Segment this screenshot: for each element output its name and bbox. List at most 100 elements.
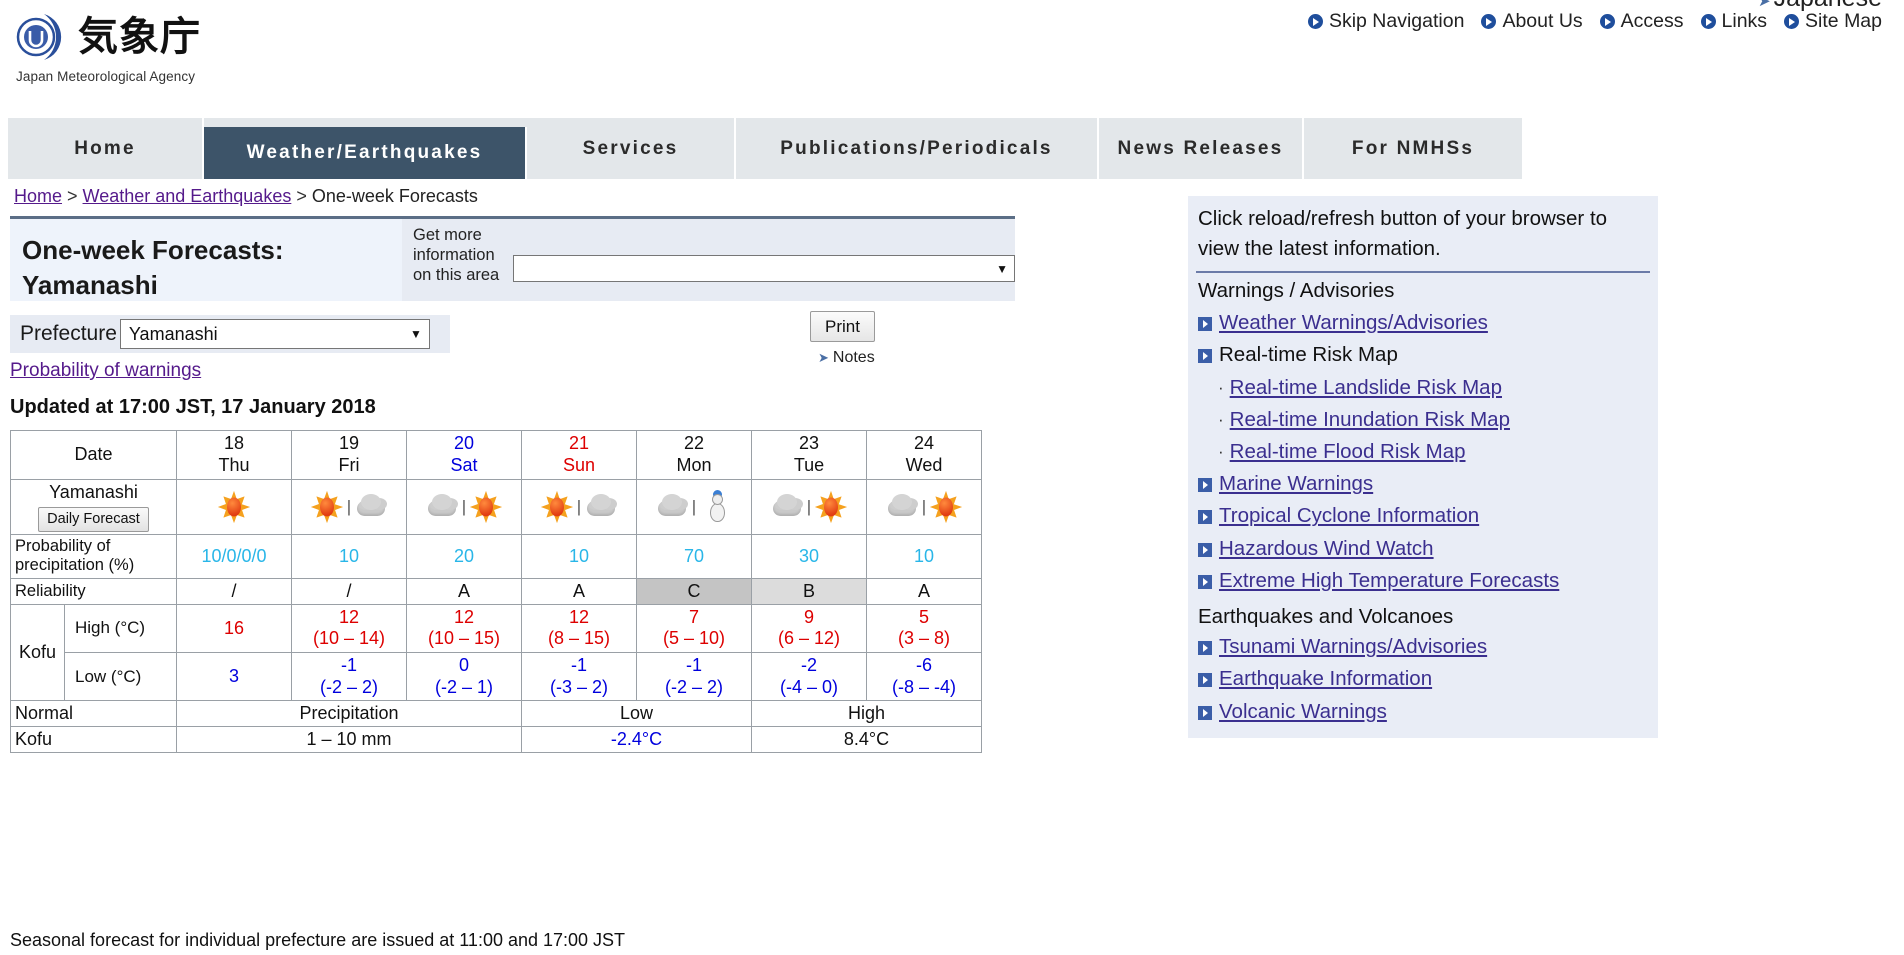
sidebar-item-extreme-high-temperature[interactable]: Extreme High Temperature Forecasts — [1196, 565, 1650, 597]
nav-item-home[interactable]: Home — [8, 118, 204, 179]
normal-high-value: 8.4°C — [751, 726, 982, 754]
breadcrumb-weather[interactable]: Weather and Earthquakes — [82, 186, 292, 206]
sidebar-item-flood-risk-map[interactable]: · Real-time Flood Risk Map — [1196, 436, 1650, 468]
pop-label-cell: Probability of precipitation (%) — [10, 533, 177, 579]
sidebar-item-earthquake-information[interactable]: Earthquake Information — [1196, 663, 1650, 695]
normal-station-cell: Kofu — [10, 726, 177, 754]
sidebar-item-label: Tsunami Warnings/Advisories — [1219, 635, 1488, 659]
snow-icon — [699, 490, 733, 524]
table-row-date-header: Date 18 Thu 19 Fri 20 Sat 21 Sun 22 Mon 23 Tue… — [10, 430, 982, 480]
weather-icon-cell-24: | — [866, 478, 982, 535]
prefecture-select[interactable]: Yamanashi ▼ — [119, 319, 430, 349]
normal-low-header: Low — [521, 700, 752, 728]
print-button[interactable]: Print — [810, 311, 875, 342]
sidebar-item-label: Real-time Landslide Risk Map — [1229, 375, 1502, 399]
daily-forecast-button[interactable]: Daily Forecast — [38, 506, 149, 532]
weather-icon-cell-23: | — [751, 478, 867, 535]
sidebar-item-landslide-risk-map[interactable]: · Real-time Landslide Risk Map — [1196, 372, 1650, 404]
sidebar-item-tropical-cyclone[interactable]: Tropical Cyclone Information — [1196, 500, 1650, 532]
icon-separator: | — [691, 496, 697, 516]
top-link-access[interactable]: Access — [1599, 10, 1684, 33]
title-band: One-week Forecasts: Yamanashi Get more i… — [10, 216, 1015, 301]
sidebar-item-label: Weather Warnings/Advisories — [1219, 311, 1488, 335]
breadcrumb-home[interactable]: Home — [14, 186, 63, 206]
high-cell-19: 12 (10 – 14) — [291, 603, 407, 654]
icon-separator: | — [576, 496, 582, 516]
top-link-about-us[interactable]: About Us — [1481, 10, 1583, 33]
notes-link[interactable]: ➤ Notes — [818, 349, 875, 366]
station-label-cell: Kofu — [10, 603, 65, 702]
date-cell-20: 20 Sat — [406, 430, 522, 480]
sidebar-item-marine-warnings[interactable]: Marine Warnings — [1196, 468, 1650, 500]
top-link-label: About Us — [1502, 10, 1583, 32]
updated-timestamp: Updated at 17:00 JST, 17 January 2018 — [10, 396, 376, 418]
high-cell-20: 12 (10 – 15) — [406, 603, 522, 654]
prefecture-label: Prefecture — [20, 322, 117, 345]
area-select[interactable]: ▼ — [512, 255, 1015, 282]
sidebar-heading-warnings: Warnings / Advisories — [1198, 279, 1395, 303]
pop-cell-21: 10 — [521, 533, 637, 579]
sun-icon — [540, 490, 574, 524]
dot-icon: · — [1218, 409, 1224, 429]
japanese-language-link[interactable]: ➤Japanese — [1758, 0, 1882, 13]
normal-low-value: -2.4°C — [521, 726, 752, 754]
sidebar-item-label: Real-time Risk Map — [1219, 343, 1398, 367]
prefecture-selector-block: Prefecture Yamanashi ▼ — [10, 315, 450, 353]
cloud-icon — [655, 490, 689, 524]
normal-high-header: High — [751, 700, 982, 728]
jma-logo[interactable]: 気象庁 Japan Meteorological Agency — [14, 10, 264, 84]
sidebar-item-inundation-risk-map[interactable]: · Real-time Inundation Risk Map — [1196, 404, 1650, 436]
sidebar-item-volcanic-warnings[interactable]: Volcanic Warnings — [1196, 696, 1650, 728]
low-cell-18: 3 — [176, 652, 292, 702]
square-play-icon — [1198, 574, 1212, 589]
nav-item-news-releases[interactable]: News Releases — [1099, 118, 1304, 179]
table-row-normal-values: Kofu 1 – 10 mm -2.4°C 8.4°C — [10, 726, 982, 754]
normal-label-cell: Normal — [10, 700, 177, 728]
high-label-cell: High (°C) — [64, 603, 177, 654]
date-cell-24: 24 Wed — [866, 430, 982, 480]
pop-cell-18: 10/0/0/0 — [176, 533, 292, 579]
low-cell-22: -1 (-2 – 2) — [636, 652, 752, 702]
high-cell-21: 12 (8 – 15) — [521, 603, 637, 654]
sidebar-item-hazardous-wind[interactable]: Hazardous Wind Watch — [1196, 533, 1650, 565]
nav-item-publications[interactable]: Publications/Periodicals — [736, 118, 1099, 179]
probability-of-warnings-link[interactable]: Probability of warnings — [10, 360, 202, 381]
weather-icon-cell-20: | — [406, 478, 522, 535]
cloud-icon — [885, 490, 919, 524]
top-link-label: Skip Navigation — [1328, 10, 1465, 32]
reliability-cell-24: A — [866, 577, 982, 605]
chevron-down-icon: ▼ — [996, 261, 1008, 276]
sidebar-item-tsunami-warnings[interactable]: Tsunami Warnings/Advisories — [1196, 631, 1650, 663]
top-link-site-map[interactable]: Site Map — [1784, 10, 1882, 33]
sidebar-item-weather-warnings[interactable]: Weather Warnings/Advisories — [1196, 307, 1650, 339]
nav-item-for-nmhss[interactable]: For NMHSs — [1351, 137, 1475, 159]
date-cell-23: 23 Tue — [751, 430, 867, 480]
breadcrumb-separator: > — [296, 186, 307, 206]
top-link-label: Site Map — [1805, 10, 1882, 32]
sidebar-divider — [1196, 271, 1650, 274]
normal-precip-value: 1 – 10 mm — [176, 726, 522, 754]
play-circle-icon — [1481, 14, 1497, 29]
get-more-info-block: Get more information on this area ▼ — [402, 219, 1015, 301]
play-circle-icon — [1307, 14, 1323, 29]
top-link-links[interactable]: Links — [1700, 10, 1768, 33]
sidebar-item-label: Volcanic Warnings — [1219, 699, 1387, 723]
top-link-label: Links — [1721, 10, 1768, 32]
reliability-label-cell: Reliability — [10, 577, 177, 605]
weather-icon-cell-21: | — [521, 478, 637, 535]
low-cell-23: -2 (-4 – 0) — [751, 652, 867, 702]
reload-notice: Click reload/refresh button of your brow… — [1198, 207, 1608, 260]
normal-precip-header: Precipitation — [176, 700, 522, 728]
cloud-icon — [354, 490, 388, 524]
main-navigation: Home Weather/Earthquakes Services Public… — [8, 118, 1522, 179]
logo-kanji: 気象庁 — [78, 14, 201, 60]
pop-cell-19: 10 — [291, 533, 407, 579]
nav-item-weather-earthquakes[interactable]: Weather/Earthquakes — [204, 127, 527, 179]
top-link-skip-navigation[interactable]: Skip Navigation — [1307, 10, 1465, 33]
reliability-cell-22: C — [636, 577, 752, 605]
sidebar-item-realtime-risk-map[interactable]: Real-time Risk Map — [1196, 339, 1650, 371]
nav-item-services[interactable]: Services — [527, 118, 736, 179]
reliability-cell-19: / — [291, 577, 407, 605]
pop-cell-22: 70 — [636, 533, 752, 579]
